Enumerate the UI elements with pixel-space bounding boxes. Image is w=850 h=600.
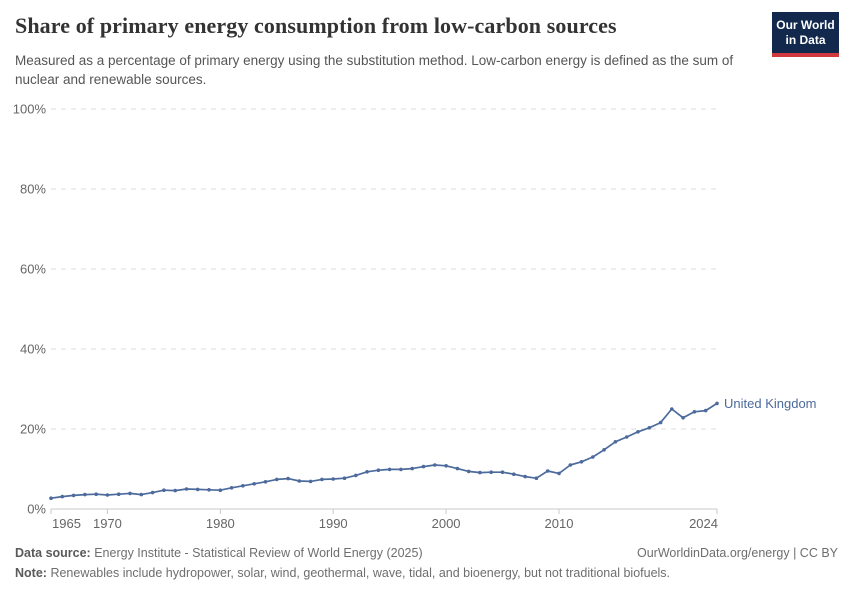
data-point[interactable]	[624, 435, 629, 439]
data-point[interactable]	[297, 479, 302, 483]
data-point[interactable]	[94, 492, 98, 497]
logo-line1: Our World	[776, 18, 835, 32]
y-tick-label: 60%	[20, 262, 46, 277]
data-point[interactable]	[207, 488, 211, 492]
data-point[interactable]	[365, 470, 369, 474]
data-point[interactable]	[579, 460, 584, 464]
note: Note: Renewables include hydropower, sol…	[15, 566, 838, 580]
data-point[interactable]	[692, 410, 697, 414]
data-point[interactable]	[376, 468, 381, 473]
data-point[interactable]	[613, 440, 618, 444]
y-tick-label: 40%	[20, 342, 46, 357]
data-point[interactable]	[241, 484, 245, 488]
series-end-label: United Kingdom	[724, 396, 817, 411]
data-point[interactable]	[421, 464, 426, 469]
x-tick-label: 1965	[52, 516, 81, 531]
logo-line2: in Data	[785, 33, 826, 47]
data-point[interactable]	[534, 476, 539, 481]
data-point[interactable]	[681, 416, 685, 420]
y-tick-label: 100%	[13, 102, 47, 117]
data-point[interactable]	[263, 480, 268, 484]
note-text: Renewables include hydropower, solar, wi…	[50, 566, 671, 580]
data-point[interactable]	[308, 479, 313, 484]
data-point[interactable]	[387, 467, 392, 472]
note-label: Note:	[15, 566, 47, 580]
x-tick-label: 1980	[206, 516, 235, 531]
data-point[interactable]	[444, 464, 448, 468]
data-point[interactable]	[286, 476, 290, 481]
data-point[interactable]	[71, 493, 76, 498]
data-point[interactable]	[410, 466, 415, 471]
data-point[interactable]	[568, 463, 573, 467]
data-point[interactable]	[320, 477, 324, 482]
data-point[interactable]	[500, 470, 505, 475]
series-line[interactable]	[50, 402, 718, 500]
y-tick-label: 80%	[20, 182, 46, 197]
x-tick-label: 2010	[545, 516, 574, 531]
rights-text: OurWorldinData.org/energy | CC BY	[636, 546, 838, 560]
y-tick-label: 20%	[20, 422, 46, 437]
data-source: Data source: Energy Institute - Statisti…	[15, 546, 423, 560]
data-point[interactable]	[150, 490, 155, 495]
data-point[interactable]	[455, 466, 460, 471]
page-title: Share of primary energy consumption from…	[15, 13, 617, 38]
page-subtitle: Measured as a percentage of primary ener…	[15, 53, 734, 88]
data-point[interactable]	[647, 426, 652, 430]
data-point[interactable]	[545, 469, 550, 473]
data-point[interactable]	[105, 493, 110, 497]
data-point[interactable]	[116, 492, 121, 497]
data-point[interactable]	[342, 476, 347, 481]
data-point[interactable]	[715, 401, 719, 406]
data-point[interactable]	[83, 492, 87, 497]
data-point[interactable]	[478, 470, 482, 475]
data-point[interactable]	[162, 488, 166, 493]
y-tick-label: 0%	[27, 502, 46, 517]
x-tick-label: 2024	[689, 516, 718, 531]
data-point[interactable]	[49, 496, 53, 501]
data-point[interactable]	[636, 430, 640, 434]
data-source-text: Energy Institute - Statistical Review of…	[94, 546, 423, 560]
data-point[interactable]	[218, 488, 223, 493]
data-point[interactable]	[466, 469, 471, 474]
data-point[interactable]	[195, 487, 200, 492]
x-tick-label: 1990	[319, 516, 348, 531]
data-point[interactable]	[354, 473, 358, 478]
data-point[interactable]	[252, 482, 256, 486]
data-point[interactable]	[128, 491, 132, 496]
data-point[interactable]	[399, 467, 403, 472]
data-point[interactable]	[512, 472, 516, 477]
data-point[interactable]	[557, 471, 561, 476]
x-tick-label: 2000	[432, 516, 461, 531]
data-point[interactable]	[139, 492, 144, 497]
data-point[interactable]	[523, 474, 527, 479]
data-point[interactable]	[658, 420, 663, 425]
data-point[interactable]	[331, 477, 336, 481]
data-point[interactable]	[184, 487, 189, 491]
data-point[interactable]	[602, 448, 606, 452]
data-point[interactable]	[670, 407, 674, 411]
data-point[interactable]	[489, 470, 494, 475]
data-point[interactable]	[275, 477, 279, 482]
data-point[interactable]	[591, 455, 595, 459]
data-point[interactable]	[173, 488, 177, 493]
data-point[interactable]	[703, 408, 708, 413]
owid-logo: Our World in Data	[772, 12, 839, 57]
data-point[interactable]	[433, 463, 437, 467]
data-point[interactable]	[60, 494, 65, 499]
x-tick-label: 1970	[93, 516, 122, 531]
data-source-label: Data source:	[15, 546, 91, 560]
data-point[interactable]	[229, 486, 234, 490]
